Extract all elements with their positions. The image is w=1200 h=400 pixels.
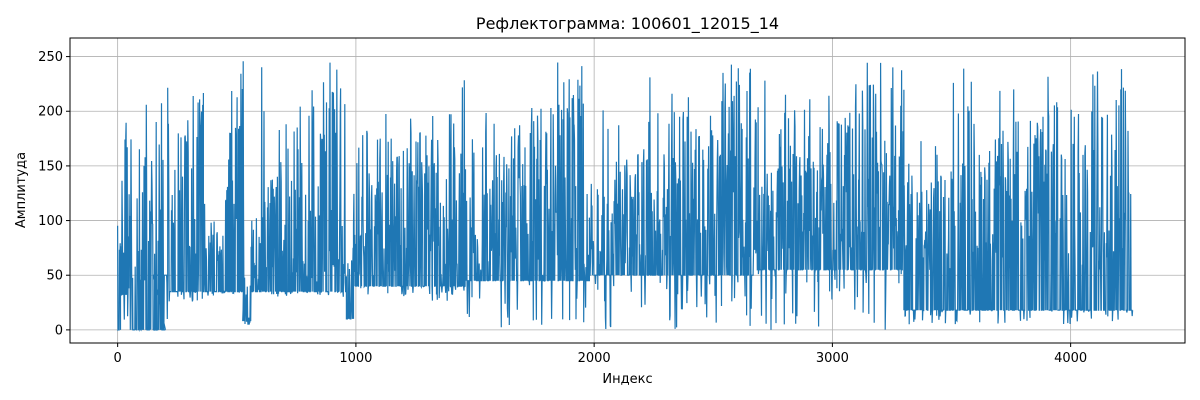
y-tick-label: 0	[55, 323, 63, 338]
y-tick-label: 250	[38, 50, 63, 65]
x-axis-label: Индекс	[602, 372, 652, 387]
y-tick-label: 150	[38, 159, 63, 174]
y-tick-label: 100	[38, 214, 63, 229]
x-tick-label: 1000	[339, 351, 372, 366]
chart-title: Рефлектограмма: 100601_12015_14	[476, 14, 779, 34]
y-axis-label: Амплитуда	[14, 152, 29, 228]
x-tick-label: 2000	[578, 351, 611, 366]
x-axis: 0 1000 2000 3000 4000	[114, 343, 1087, 366]
series-line	[117, 61, 1134, 332]
x-tick-label: 3000	[816, 351, 849, 366]
y-tick-label: 200	[38, 105, 63, 120]
y-axis: 0 50 100 150 200 250	[38, 50, 70, 338]
axes-frame	[69, 37, 1186, 344]
y-tick-label: 50	[46, 269, 63, 284]
plot-area	[117, 61, 1134, 332]
x-tick-label: 4000	[1054, 351, 1087, 366]
x-tick-label: 0	[114, 351, 122, 366]
